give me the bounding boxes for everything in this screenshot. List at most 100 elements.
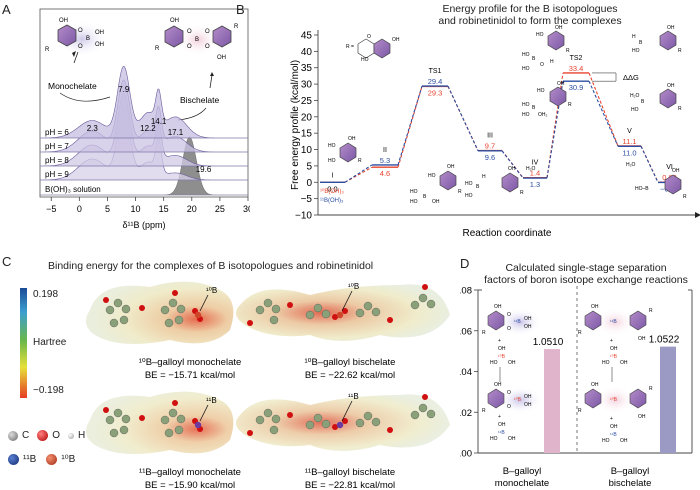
energy-value-label: 29.4 [428, 77, 443, 86]
svg-text:OH: OH [59, 18, 68, 24]
y-tick-label: 30 [301, 80, 313, 91]
svg-text:OH: OH [348, 136, 356, 142]
svg-text:¹⁰B: ¹⁰B [610, 354, 618, 360]
svg-text:B: B [476, 184, 480, 190]
panel-d-bar-chart: 1.001.021.041.061.08Calculated single-st… [460, 286, 693, 489]
svg-text:R: R [358, 158, 362, 164]
svg-text:O: O [205, 29, 210, 35]
svg-text:OH: OH [524, 324, 532, 330]
energy-value-label: 33.4 [569, 64, 584, 73]
svg-text:OH: OH [524, 316, 532, 322]
bar [660, 346, 676, 453]
energy-connector [397, 86, 423, 168]
peak-label: 14.1 [151, 117, 167, 126]
svg-text:OH: OH [591, 304, 599, 310]
molecule-11b-bischelate: ¹¹B [236, 392, 450, 451]
svg-text:HO: HO [410, 189, 418, 195]
svg-text:O: O [507, 326, 511, 332]
x-tick-label: −5 [46, 204, 56, 214]
x-tick-label: 30 [243, 204, 250, 214]
y-tick-label: −5 [301, 194, 313, 205]
energy-value-label: 9.6 [485, 153, 495, 162]
svg-text:B: B [86, 36, 90, 42]
svg-text:¹¹B: ¹¹B [514, 319, 521, 325]
y-tick-label: 20 [301, 112, 313, 123]
intermediate-ii-structure: OH HO R HO HO B OH [410, 164, 462, 205]
panel-b-energy-chart: −10 −5 0 5 10 15 20 25 30 35 40 45 Free energy profi… [290, 25, 700, 239]
svg-text:H: H [632, 34, 636, 40]
energy-value-label: 11.0 [622, 148, 636, 157]
svg-text:OH: OH [217, 55, 226, 61]
colorbar-max: 0.198 [33, 289, 59, 300]
isotope-legend: ¹¹B ¹⁰B [8, 454, 75, 465]
svg-text:OH: OH [508, 166, 516, 172]
bar-value-label: 1.0522 [649, 335, 680, 346]
svg-text:HO: HO [428, 173, 436, 179]
svg-text:¹⁰B: ¹⁰B [610, 397, 618, 403]
svg-text:O: O [187, 29, 192, 35]
energy-connector [344, 164, 373, 183]
y-tick-label: 25 [301, 96, 313, 107]
x-axis-arrow-icon [695, 212, 700, 218]
svg-text:R: R [678, 106, 682, 112]
x-tick-label: 25 [215, 204, 225, 214]
svg-text:R: R [649, 308, 653, 314]
svg-text:O: O [205, 44, 210, 50]
svg-text:O: O [367, 34, 371, 40]
svg-text:OH: OH [620, 360, 628, 366]
bar-value-label: 1.0510 [533, 337, 564, 348]
svg-text:OH: OH [95, 30, 104, 36]
svg-text:R: R [683, 194, 687, 200]
svg-text:OH: OH [498, 346, 506, 352]
category-label: bischelate [609, 478, 652, 489]
peak-label: 19.6 [196, 165, 212, 174]
molecule-name-10b-mono: ¹⁰B–galloyl monochelate [139, 357, 242, 368]
svg-text:OH: OH [591, 382, 599, 388]
svg-text:B: B [641, 99, 645, 105]
y-axis-label: Free energy profile (kcal/mol) [290, 60, 301, 190]
svg-text:R: R [678, 48, 682, 54]
iv-structure: OH H HO B HO R [465, 166, 524, 199]
svg-text:HO: HO [328, 143, 336, 149]
colorbar [20, 288, 27, 398]
molecule-be-11b-bis: BE = −22.81 kcal/mol [305, 480, 395, 490]
svg-text:OH: OH [672, 168, 680, 174]
svg-text:HO: HO [522, 112, 530, 118]
atom-legend-c: C [22, 430, 30, 441]
svg-text:B: B [195, 37, 199, 43]
panel-d-title: Calculated single-stage separation facto… [472, 262, 700, 286]
svg-text:HO: HO [465, 193, 473, 199]
svg-text:H: H [482, 174, 486, 180]
x-tick-label: 20 [187, 204, 197, 214]
svg-text:R: R [520, 190, 524, 196]
svg-text:HO: HO [632, 48, 640, 54]
energy-value-label: 1.3 [530, 180, 540, 189]
panel-c-title: Binding energy for the complexes of B is… [48, 260, 374, 272]
delta-delta-g-label: ΔΔG [623, 73, 639, 82]
y-tick-label: 1.06 [460, 326, 472, 337]
molecule-name-11b-bis: ¹¹B–galloyl bischelate [305, 467, 395, 478]
energy-value-label: 29.3 [428, 88, 443, 97]
y-tick-label: 1.00 [460, 449, 472, 460]
category-label: monochelate [495, 478, 549, 489]
panel-label-c: C [2, 254, 12, 269]
molecule-be-10b-bis: BE = −22.62 kcal/mol [305, 370, 395, 381]
boron-11-sphere-icon [8, 454, 19, 465]
molecule-10b-monochelate: ¹⁰B [86, 281, 234, 344]
state-label: TS1 [429, 68, 442, 75]
energy-value-label: 5.3 [380, 156, 390, 165]
energy-connector [447, 85, 479, 152]
svg-text:R: R [234, 24, 239, 30]
x-tick-label: 0 [77, 204, 82, 214]
category-label: B–galloyl [503, 466, 542, 477]
y-tick-label: 1.08 [460, 286, 472, 297]
svg-text:H₂O: H₂O [630, 93, 640, 99]
svg-text:HO: HO [537, 88, 545, 94]
y-tick-label: 5 [306, 161, 312, 172]
svg-text:B: B [532, 105, 536, 111]
svg-text:R: R [482, 408, 486, 414]
svg-text:R: R [649, 386, 653, 392]
svg-text:O: O [507, 404, 511, 410]
svg-text:OH₂: OH₂ [538, 112, 548, 118]
svg-text:HO: HO [522, 52, 530, 58]
